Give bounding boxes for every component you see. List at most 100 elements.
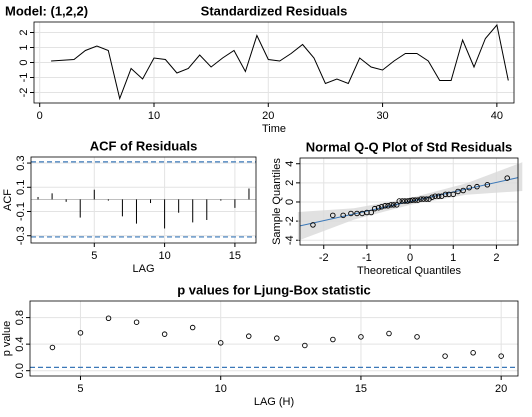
- qq-point: [418, 196, 424, 202]
- y-tick-label: 4: [284, 161, 296, 167]
- model-label: Model: (1,2,2): [5, 3, 88, 18]
- qq-point: [474, 183, 480, 190]
- qq-point: [340, 212, 346, 219]
- qq-point: [382, 203, 388, 209]
- qq-point: [435, 193, 442, 199]
- x-tick-label: 0: [37, 110, 43, 122]
- qq-point: [404, 198, 411, 204]
- x-tick-label: 2: [493, 252, 499, 264]
- y-tick-label: -2: [284, 216, 296, 226]
- y-tick-label: -0.3: [15, 226, 27, 245]
- qq-point: [423, 196, 430, 202]
- y-tick-label: 0.8: [14, 310, 26, 325]
- qq-point: [385, 203, 391, 209]
- x-tick-label: 0: [407, 252, 413, 264]
- p-value-point: [189, 324, 196, 331]
- qq-point: [402, 198, 408, 204]
- plot-area: [30, 301, 518, 376]
- p-value-point: [246, 333, 252, 339]
- y-tick-label: 0: [18, 59, 30, 65]
- chart-title: ACF of Residuals: [90, 138, 198, 153]
- y-axis-label: Sample Quantiles: [271, 158, 283, 245]
- y-tick-label: 0.4: [14, 336, 26, 351]
- x-tick-label: 15: [355, 383, 367, 395]
- p-value-point: [217, 340, 224, 346]
- p-value-point: [470, 350, 476, 356]
- y-axis-label: p value: [1, 321, 13, 356]
- y-tick-label: -1: [18, 73, 30, 83]
- qq-point: [504, 175, 510, 181]
- qq-point: [442, 191, 449, 198]
- x-axis-label: Theoretical Quantiles: [357, 265, 461, 277]
- p-value-point: [274, 335, 280, 341]
- qq-point: [368, 209, 374, 216]
- x-tick-label: -1: [362, 252, 372, 264]
- p-value-point: [414, 334, 420, 340]
- y-tick-label: 2: [284, 180, 296, 186]
- qq-point: [310, 222, 316, 228]
- x-tick-label: 40: [491, 110, 503, 122]
- y-tick-label: 2: [18, 29, 30, 35]
- y-tick-label: 0.3: [15, 155, 27, 170]
- x-axis-label: LAG: [132, 263, 154, 275]
- x-tick-label: -2: [319, 252, 329, 264]
- qq-point: [412, 197, 419, 203]
- p-value-point: [442, 353, 448, 359]
- x-tick-label: 20: [495, 383, 507, 395]
- qq-point: [429, 194, 435, 200]
- qq-point: [378, 204, 385, 210]
- qq-point: [420, 196, 427, 202]
- plot-border: [299, 157, 519, 246]
- x-tick-label: 30: [376, 110, 388, 122]
- qq-point: [407, 197, 413, 204]
- y-tick-label: -4: [284, 235, 296, 245]
- y-tick-label: 0.0: [14, 363, 26, 378]
- qq-point: [375, 204, 382, 211]
- qq-point: [388, 202, 394, 208]
- x-tick-label: 10: [148, 110, 160, 122]
- x-axis-label: LAG (H): [254, 396, 294, 408]
- chart-title: Standardized Residuals: [201, 3, 348, 18]
- x-tick-label: 5: [91, 250, 97, 262]
- p-value-point: [161, 331, 168, 337]
- x-axis-label: Time: [262, 123, 286, 135]
- x-tick-label: 5: [77, 383, 83, 395]
- qq-point: [455, 188, 461, 195]
- plot-border: [33, 21, 515, 104]
- residual-line: [51, 23, 509, 101]
- qq-point: [450, 191, 456, 198]
- plot-border: [30, 156, 257, 244]
- qq-point: [348, 210, 354, 217]
- qq-point: [390, 202, 397, 208]
- p-value-point: [358, 334, 364, 340]
- plot-area: [31, 157, 256, 243]
- x-tick-label: 20: [262, 110, 274, 122]
- y-tick-label: 0.1: [15, 180, 27, 195]
- chart-title: Normal Q-Q Plot of Std Residuals: [306, 139, 513, 154]
- y-axis-label: ACF: [2, 189, 14, 211]
- qq-point: [393, 202, 400, 208]
- qq-point: [399, 198, 406, 204]
- p-value-point: [49, 344, 56, 351]
- qq-point: [415, 197, 421, 203]
- qq-point: [330, 212, 336, 219]
- qq-point: [432, 193, 438, 199]
- qq-point: [466, 184, 472, 191]
- x-tick-label: 15: [229, 250, 241, 262]
- chart-title: p values for Ljung-Box statistic: [177, 282, 371, 297]
- p-value-point: [105, 315, 112, 322]
- plot-border: [29, 300, 519, 377]
- qq-point: [354, 210, 360, 217]
- p-value-point: [302, 342, 308, 349]
- p-value-point: [133, 319, 140, 325]
- qq-point: [396, 198, 403, 204]
- x-tick-label: 1: [450, 252, 456, 264]
- qq-point: [371, 205, 378, 212]
- y-tick-label: -0.1: [15, 202, 27, 221]
- p-value-point: [77, 330, 84, 336]
- qq-point: [460, 187, 466, 194]
- x-tick-label: 10: [158, 250, 170, 262]
- reference-line: [299, 177, 519, 227]
- y-tick-label: 0: [284, 199, 296, 205]
